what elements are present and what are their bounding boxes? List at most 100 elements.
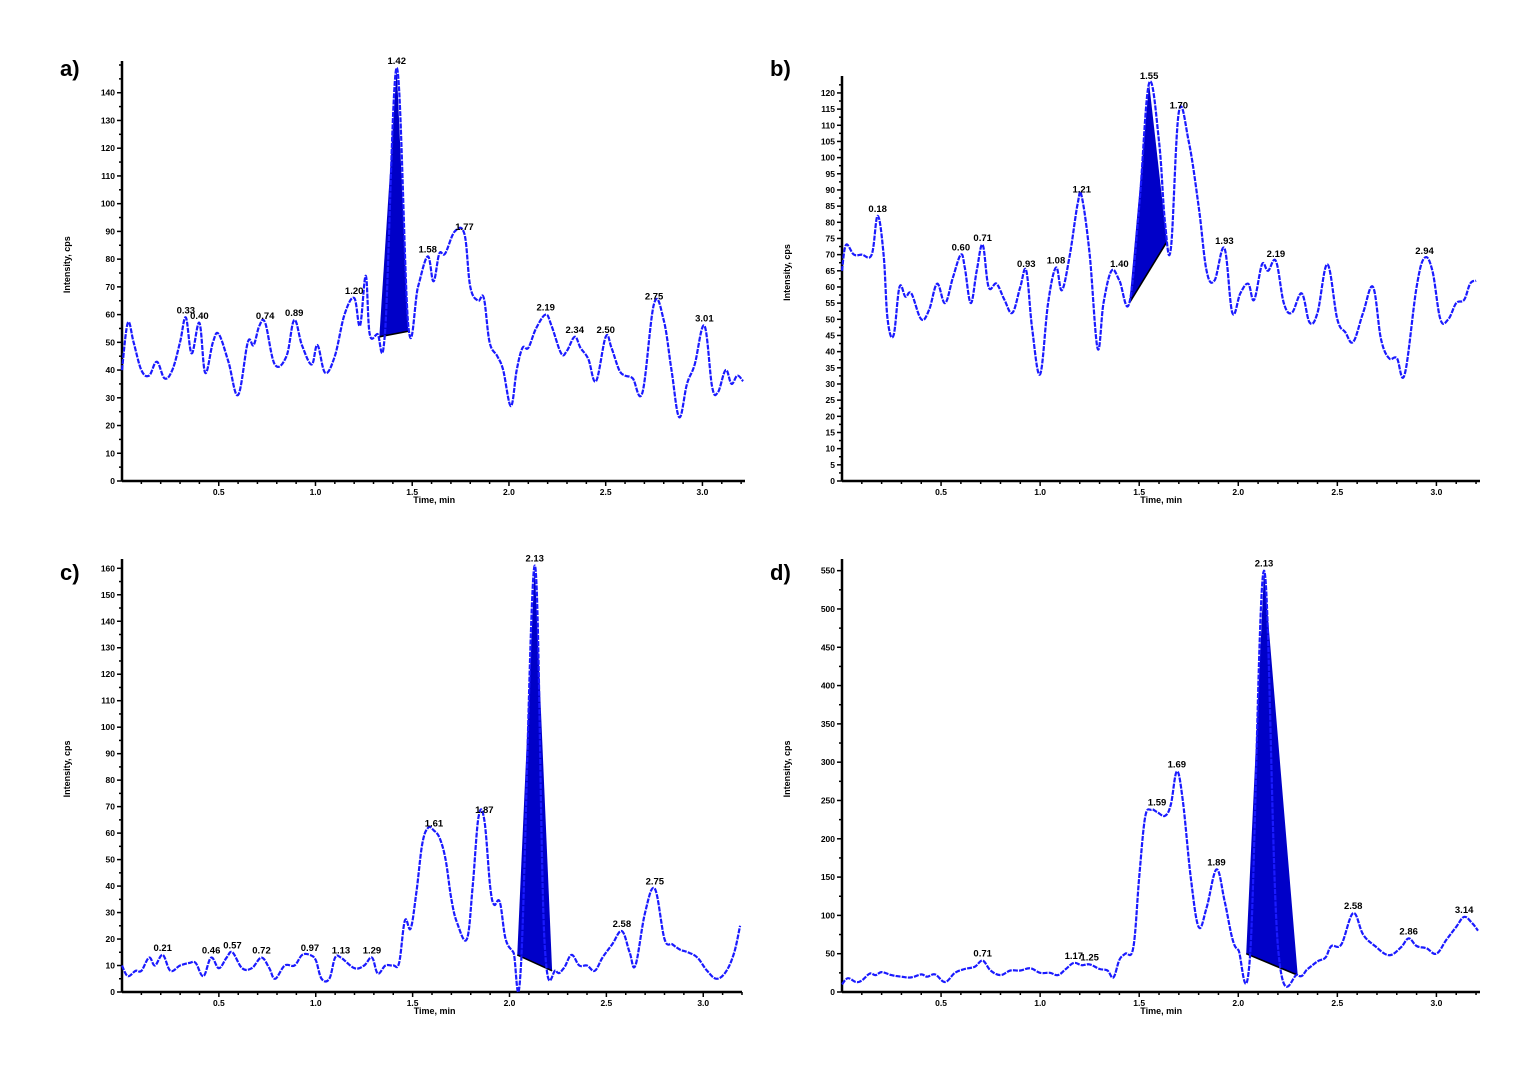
- y-tick-label: 350: [821, 719, 835, 729]
- peak-label: 0.40: [190, 311, 209, 322]
- peak-label: 2.19: [1267, 249, 1286, 260]
- y-tick-label: 0: [830, 987, 835, 997]
- chromatogram-trace: [840, 80, 1477, 379]
- peak-label: 2.19: [536, 303, 555, 314]
- y-tick-label: 50: [106, 855, 116, 865]
- y-tick-label: 50: [826, 314, 836, 324]
- x-tick-label: 1.0: [1034, 998, 1046, 1008]
- x-tick-label: 0.5: [213, 998, 225, 1008]
- y-tick-label: 250: [821, 795, 835, 805]
- x-tick-label: 0.5: [935, 487, 947, 497]
- y-tick-label: 500: [821, 604, 835, 614]
- y-tick-label: 65: [826, 266, 836, 276]
- y-tick-label: 100: [101, 199, 115, 209]
- x-tick-label: 1.0: [310, 998, 322, 1008]
- y-tick-label: 40: [106, 365, 116, 375]
- x-axis-title: Time, min: [1140, 495, 1182, 505]
- peak-label: 2.34: [565, 325, 584, 336]
- peak-label: 0.21: [153, 943, 172, 954]
- panel-label: c): [60, 560, 80, 585]
- y-tick-label: 105: [821, 136, 835, 146]
- y-axis-title: Intensity, cps: [782, 740, 792, 797]
- y-tick-label: 25: [826, 395, 836, 405]
- y-tick-label: 450: [821, 642, 835, 652]
- y-tick-label: 30: [826, 379, 836, 389]
- panel-b: b) 0 5 10 15 20 25 30 35 40 45 50 55 60 65 70 75 80 85 90 95…: [770, 56, 1480, 505]
- peak-label: 0.57: [223, 940, 242, 951]
- peak-label: 1.40: [1110, 259, 1129, 270]
- y-tick-label: 20: [106, 934, 116, 944]
- x-tick-label: 1.5: [407, 998, 419, 1008]
- y-tick-label: 100: [821, 910, 835, 920]
- y-tick-label: 140: [101, 88, 115, 98]
- y-tick-label: 20: [826, 411, 836, 421]
- y-tick-label: 200: [821, 834, 835, 844]
- peak-label: 2.75: [646, 877, 665, 888]
- x-tick-label: 1.5: [1133, 998, 1145, 1008]
- y-tick-label: 120: [101, 143, 115, 153]
- peak-baseline: [1245, 952, 1299, 976]
- peak-label: 1.08: [1047, 256, 1066, 267]
- chromatogram-trace: [121, 564, 742, 994]
- peak-label: 1.20: [345, 286, 364, 297]
- peak-label: 0.71: [973, 949, 992, 960]
- y-tick-label: 90: [106, 749, 116, 759]
- peak-label: 1.29: [363, 946, 382, 957]
- panel-label: d): [770, 560, 791, 585]
- y-tick-label: 75: [826, 233, 836, 243]
- y-tick-label: 90: [826, 185, 836, 195]
- y-tick-label: 30: [106, 908, 116, 918]
- y-tick-label: 150: [101, 590, 115, 600]
- peak-label: 1.25: [1080, 952, 1099, 963]
- y-tick-label: 110: [821, 120, 835, 130]
- panel-d: d) 0 50 100 150 200 250 300 350 400 450 500 550 0.5 1.…: [770, 559, 1480, 1016]
- y-tick-label: 0: [830, 476, 835, 486]
- y-tick-label: 10: [106, 961, 116, 971]
- y-tick-label: 70: [106, 802, 116, 812]
- x-tick-label: 1.0: [310, 487, 322, 497]
- peak-label: 0.18: [868, 204, 887, 215]
- y-axis-title: Intensity, cps: [62, 740, 72, 797]
- peak-label: 1.55: [1140, 71, 1159, 82]
- peak-label: 0.89: [285, 308, 304, 319]
- peak-label: 1.61: [425, 818, 444, 829]
- integrated-peak-area: [1129, 83, 1167, 304]
- y-tick-label: 20: [106, 421, 116, 431]
- peak-label: 1.21: [1072, 184, 1091, 195]
- y-tick-label: 300: [821, 757, 835, 767]
- y-tick-label: 60: [826, 282, 836, 292]
- x-tick-label: 3.0: [697, 487, 709, 497]
- panel-c: c) 0 10 20 30 40 50 60 70 80 90 100 110 120 130 140 150 1…: [60, 554, 743, 1016]
- peak-label: 1.93: [1215, 236, 1234, 247]
- x-tick-label: 2.5: [600, 487, 612, 497]
- y-tick-label: 90: [106, 226, 116, 236]
- x-tick-label: 2.0: [503, 487, 515, 497]
- peak-label: 1.87: [475, 805, 494, 816]
- y-tick-label: 80: [826, 217, 836, 227]
- peak-label: 2.58: [613, 919, 632, 930]
- y-tick-label: 15: [826, 427, 836, 437]
- peak-label: 1.70: [1170, 100, 1189, 111]
- peak-label: 1.17: [1065, 951, 1084, 962]
- y-tick-label: 150: [821, 872, 835, 882]
- x-tick-label: 1.5: [406, 487, 418, 497]
- peak-baseline: [1128, 241, 1168, 304]
- x-tick-label: 1.5: [1133, 487, 1145, 497]
- peak-label: 1.58: [418, 244, 437, 255]
- y-tick-label: 120: [101, 669, 115, 679]
- y-tick-label: 550: [821, 566, 835, 576]
- y-tick-label: 120: [821, 88, 835, 98]
- y-tick-label: 100: [821, 153, 835, 163]
- x-tick-label: 3.0: [697, 998, 709, 1008]
- y-axis-title: Intensity, cps: [782, 244, 792, 301]
- y-tick-label: 0: [110, 476, 115, 486]
- chromatogram-trace: [120, 66, 744, 419]
- x-tick-label: 3.0: [1430, 998, 1442, 1008]
- y-axis-title: Intensity, cps: [62, 236, 72, 293]
- y-tick-label: 70: [106, 282, 116, 292]
- y-tick-label: 0: [110, 987, 115, 997]
- peak-label: 0.97: [301, 943, 320, 954]
- x-axis-title: Time, min: [414, 1006, 456, 1016]
- y-tick-label: 80: [106, 254, 116, 264]
- peak-label: 0.74: [256, 311, 275, 322]
